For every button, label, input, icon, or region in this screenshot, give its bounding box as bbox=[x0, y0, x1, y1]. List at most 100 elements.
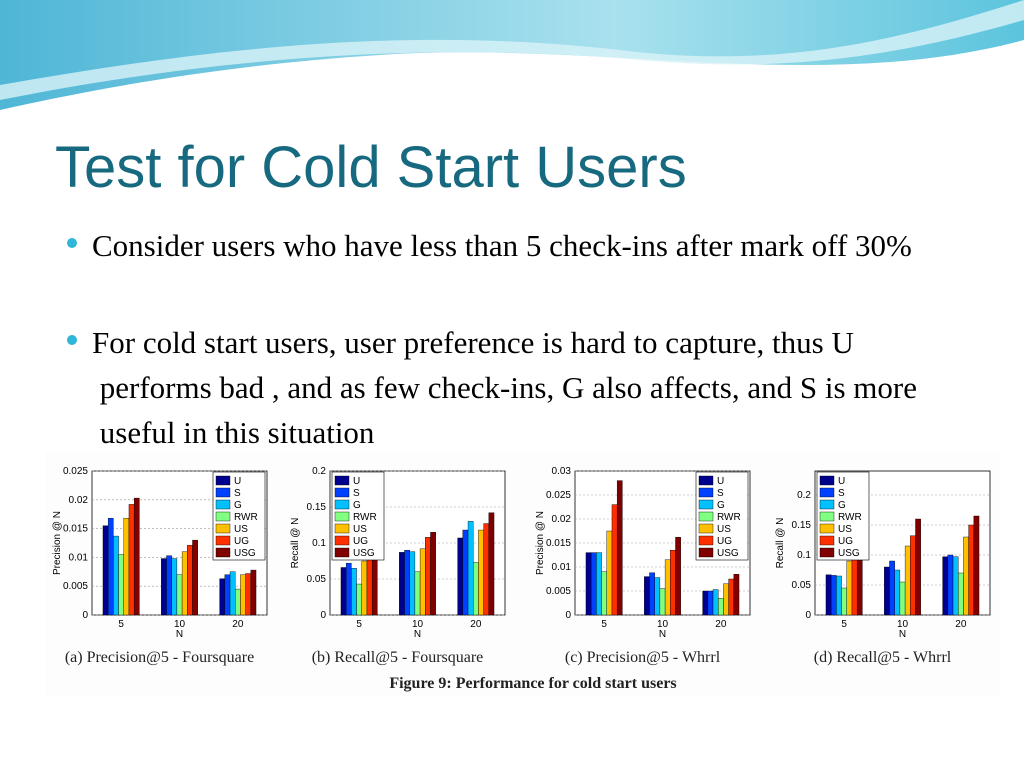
bar bbox=[128, 504, 135, 616]
y-tick-label: 0.01 bbox=[69, 552, 89, 563]
legend-swatch bbox=[334, 523, 350, 534]
y-tick-label: 0.05 bbox=[307, 574, 327, 585]
legend-swatch bbox=[215, 511, 231, 522]
y-tick-label: 0.01 bbox=[552, 562, 572, 573]
bar bbox=[915, 518, 921, 616]
bar bbox=[462, 529, 469, 616]
bar bbox=[590, 552, 597, 616]
legend-swatch bbox=[215, 523, 231, 534]
bar bbox=[670, 550, 676, 616]
y-tick-label: 0.15 bbox=[792, 520, 812, 531]
legend-label: S bbox=[353, 488, 360, 499]
bar bbox=[187, 545, 193, 616]
y-tick-label: 0.15 bbox=[307, 502, 327, 513]
legend-label: G bbox=[234, 500, 242, 511]
legend-label: S bbox=[838, 488, 845, 499]
bar bbox=[229, 571, 236, 616]
legend-swatch bbox=[819, 547, 835, 558]
legend-swatch bbox=[698, 523, 714, 534]
bar bbox=[910, 535, 916, 616]
chart-caption: (c) Precision@5 - Whrrl bbox=[565, 649, 721, 666]
bullet: Consider users who have less than 5 chec… bbox=[92, 228, 912, 263]
legend-swatch bbox=[215, 487, 231, 498]
header-wave bbox=[0, 0, 1024, 110]
bar bbox=[718, 598, 724, 616]
legend-swatch bbox=[819, 475, 835, 486]
bar bbox=[942, 556, 949, 616]
legend-label: US bbox=[717, 524, 731, 535]
y-tick-label: 0.2 bbox=[797, 490, 811, 501]
y-tick-label: 0.1 bbox=[797, 550, 811, 561]
x-tick-label: 5 bbox=[601, 619, 607, 630]
legend-swatch bbox=[698, 547, 714, 558]
bar bbox=[107, 518, 114, 616]
bar bbox=[171, 558, 178, 616]
bar bbox=[654, 577, 661, 616]
legend-label: RWR bbox=[234, 512, 258, 523]
bar bbox=[425, 537, 431, 616]
bar bbox=[235, 588, 241, 616]
bar bbox=[707, 590, 714, 616]
y-tick-label: 0.05 bbox=[792, 580, 812, 591]
bullet-dot bbox=[67, 238, 77, 248]
bar bbox=[488, 512, 495, 616]
legend-label: G bbox=[353, 500, 361, 511]
x-tick-label: 10 bbox=[174, 619, 186, 630]
bar bbox=[596, 552, 602, 616]
legend-swatch bbox=[334, 475, 350, 486]
bar bbox=[133, 497, 140, 616]
y-tick-label: 0.015 bbox=[546, 538, 571, 549]
legend-swatch bbox=[698, 487, 714, 498]
bar bbox=[644, 576, 650, 616]
bar bbox=[889, 560, 895, 616]
bar bbox=[483, 523, 490, 616]
legend-label: UG bbox=[717, 536, 732, 547]
bar bbox=[601, 571, 607, 616]
bar bbox=[712, 589, 719, 616]
x-tick-label: 20 bbox=[470, 619, 482, 630]
bar bbox=[968, 524, 975, 616]
bar bbox=[473, 562, 479, 616]
legend-swatch bbox=[215, 547, 231, 558]
y-tick-label: 0.015 bbox=[63, 524, 88, 535]
legend-swatch bbox=[819, 511, 835, 522]
x-axis-label: N bbox=[176, 629, 183, 640]
legend-swatch bbox=[215, 535, 231, 546]
y-tick-label: 0.02 bbox=[552, 514, 572, 525]
legend-label: S bbox=[234, 488, 241, 499]
y-axis-label: Recall @ N bbox=[775, 518, 786, 569]
legend-swatch bbox=[819, 523, 835, 534]
bar bbox=[606, 530, 613, 616]
legend-label: UG bbox=[838, 536, 853, 547]
bar bbox=[963, 536, 969, 616]
x-tick-label: 5 bbox=[118, 619, 124, 630]
y-tick-label: 0.03 bbox=[552, 466, 572, 477]
bar bbox=[836, 575, 842, 616]
legend-swatch bbox=[698, 499, 714, 510]
legend-label: U bbox=[234, 476, 241, 487]
bar bbox=[399, 552, 405, 616]
y-tick-label: 0.025 bbox=[63, 466, 88, 477]
y-tick-label: 0.005 bbox=[63, 581, 88, 592]
header-wave-light bbox=[0, 0, 1024, 100]
bar bbox=[973, 515, 980, 616]
bar bbox=[404, 550, 410, 616]
x-tick-label: 20 bbox=[232, 619, 244, 630]
chart-caption: (d) Recall@5 - Whrrl bbox=[814, 649, 952, 666]
bar bbox=[467, 521, 474, 616]
legend-label: UG bbox=[234, 536, 249, 547]
legend-label: RWR bbox=[838, 512, 862, 523]
bar bbox=[414, 571, 421, 616]
x-tick-label: 10 bbox=[897, 619, 909, 630]
bar bbox=[419, 548, 426, 616]
legend-label: US bbox=[234, 524, 248, 535]
bar bbox=[884, 566, 890, 616]
legend-label: USG bbox=[353, 548, 375, 559]
bar bbox=[894, 569, 901, 616]
bar bbox=[371, 551, 378, 616]
chart-caption: (b) Recall@5 - Foursquare bbox=[312, 649, 484, 666]
x-tick-label: 10 bbox=[412, 619, 424, 630]
legend-label: U bbox=[353, 476, 360, 487]
legend-swatch bbox=[698, 535, 714, 546]
bar bbox=[118, 554, 124, 616]
